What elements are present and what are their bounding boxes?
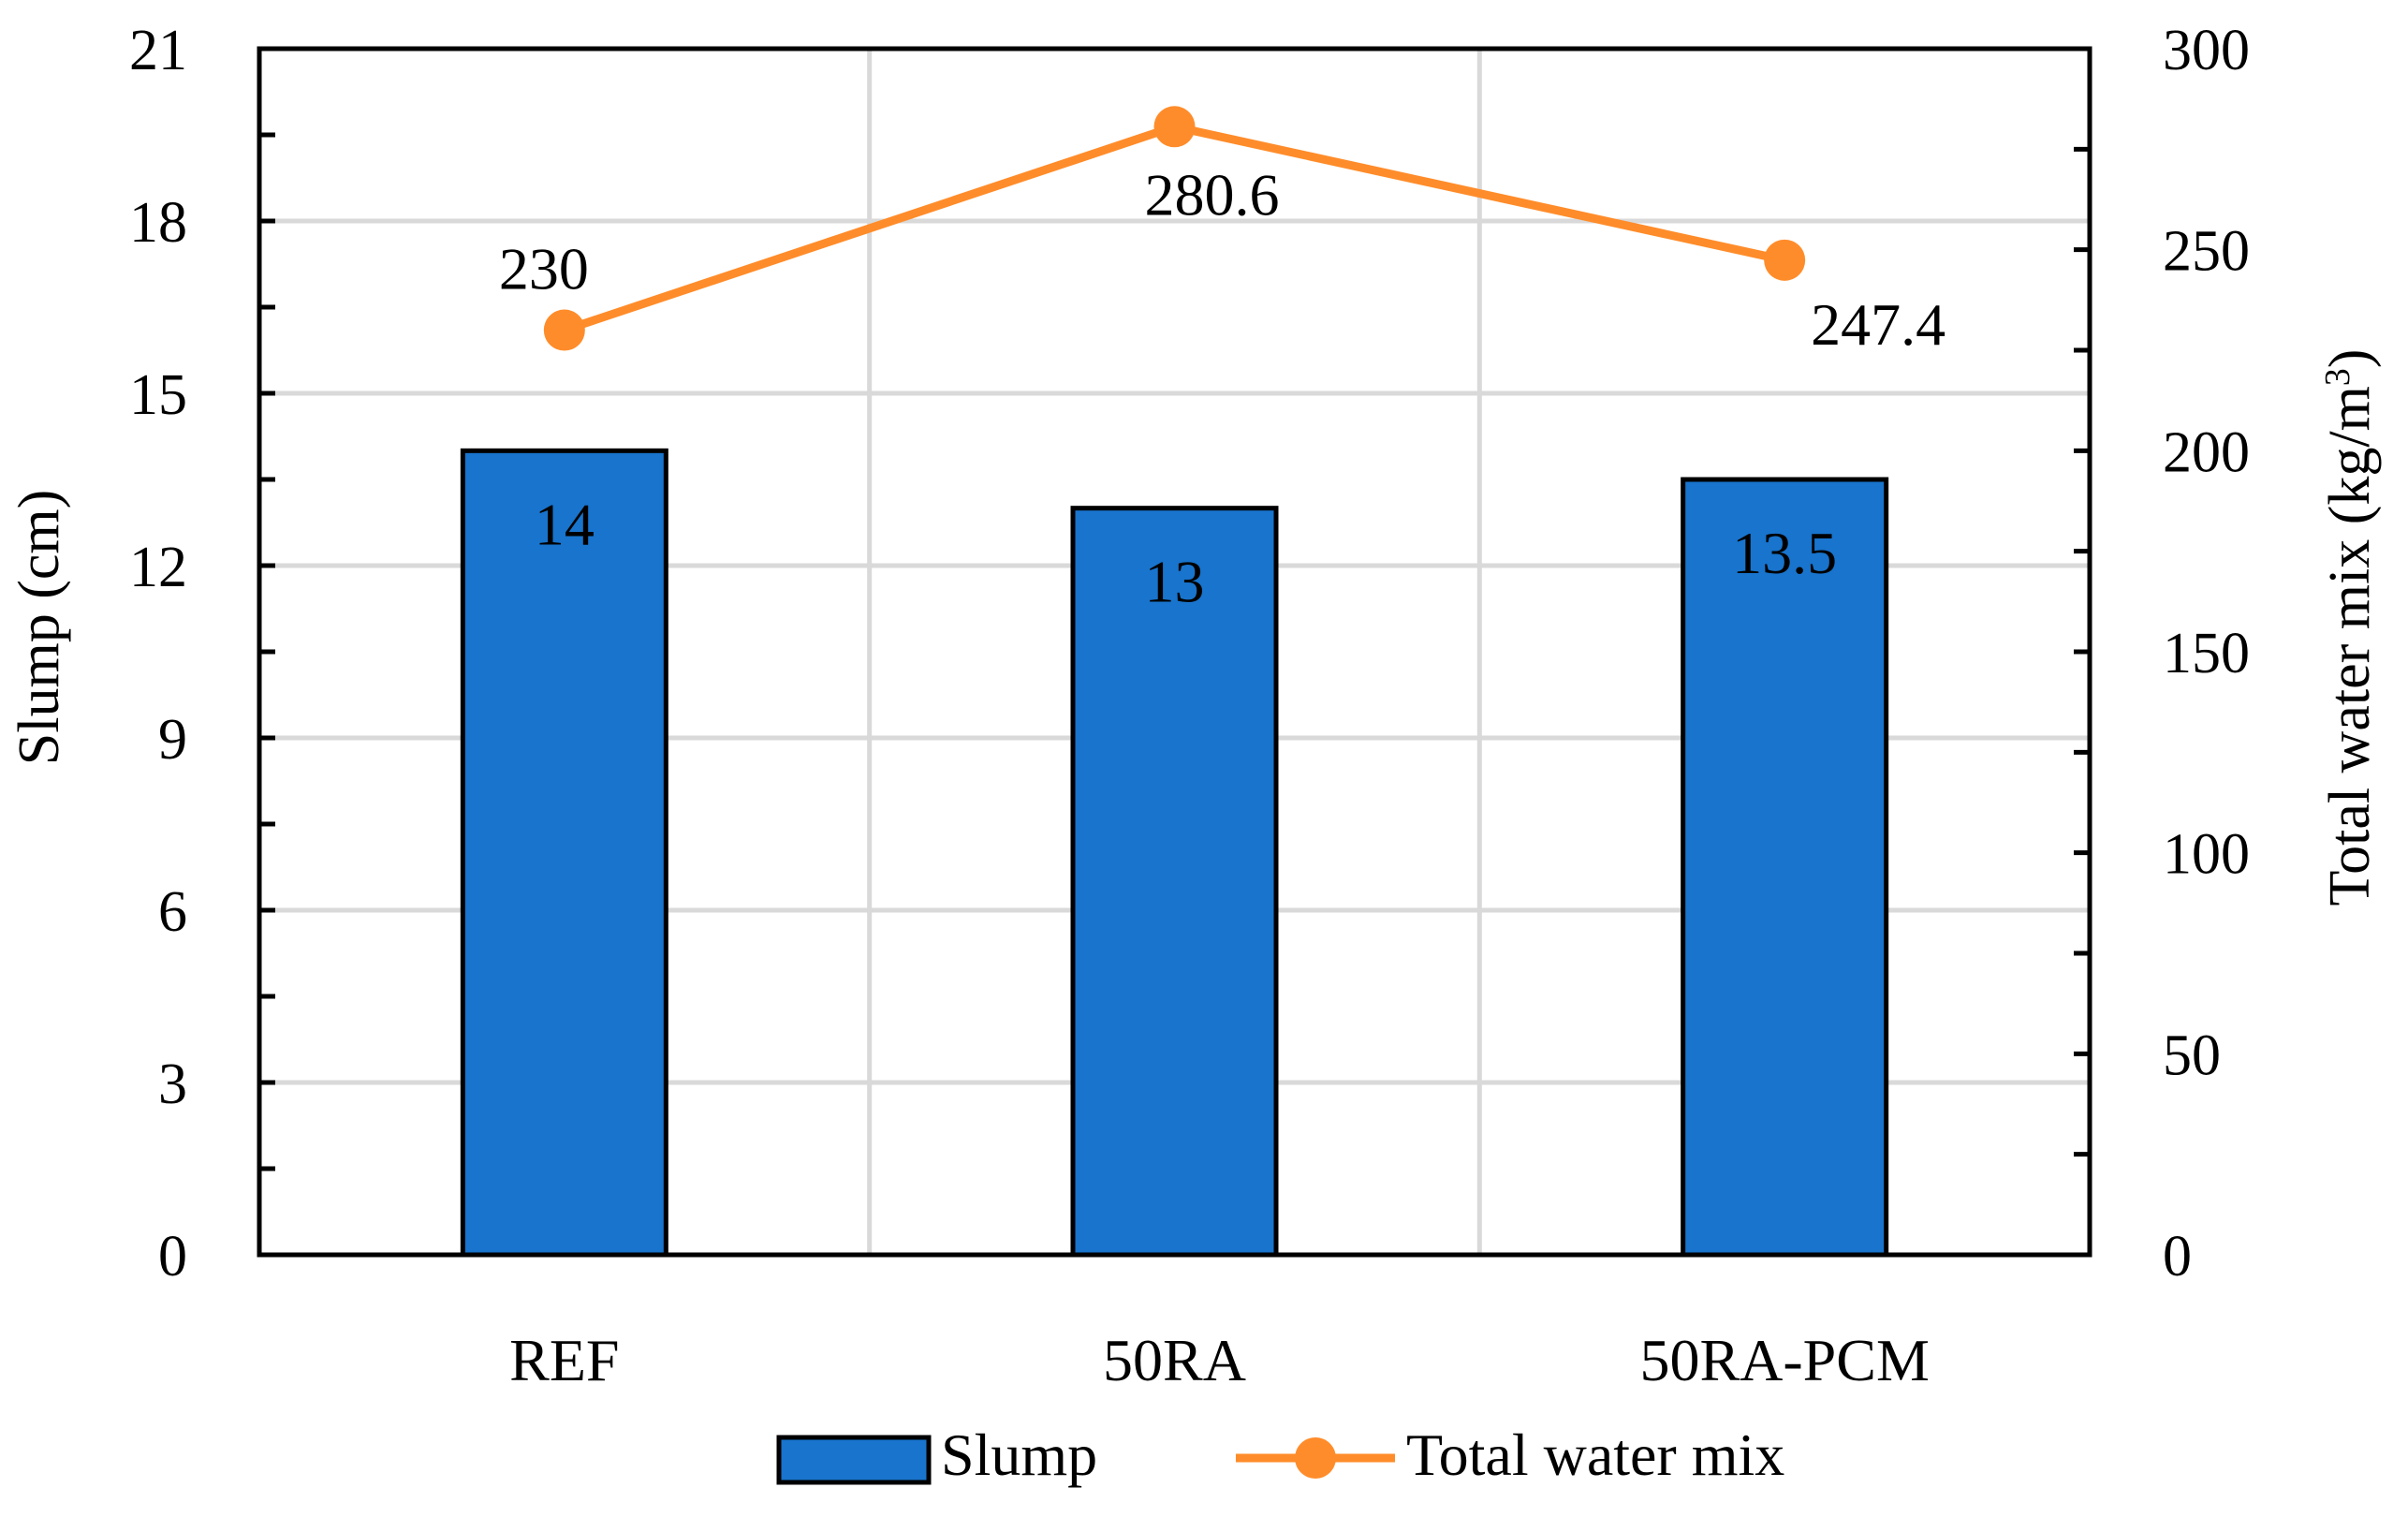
water-label-50RA: 280.6	[1145, 161, 1280, 228]
water-line	[543, 106, 1806, 351]
legend-bar-swatch	[776, 1435, 932, 1485]
water-point-50RA-PCM	[1764, 239, 1806, 281]
bar-label-50RA-PCM: 13.5	[1732, 520, 1837, 586]
legend-line-marker	[1295, 1437, 1336, 1479]
legend-line-label: Total water mix	[1406, 1421, 1784, 1488]
bar-slump-REF	[460, 448, 668, 1258]
bar-data-labels: 14 13 13.5	[535, 491, 1837, 614]
water-point-50RA	[1153, 106, 1196, 148]
left-axis-tick-labels: 0 3 6 9 12 15 18 21	[129, 19, 187, 1289]
left-tick-label: 18	[129, 191, 187, 255]
right-tick-label: 150	[2163, 622, 2250, 685]
right-tick-label: 250	[2163, 220, 2250, 284]
bar-slump-50RA-PCM	[1681, 477, 1889, 1258]
category-label-50RA-PCM: 50RA-PCM	[1639, 1327, 1929, 1393]
right-tick-label: 0	[2163, 1225, 2192, 1289]
right-tick-label: 100	[2163, 823, 2250, 887]
left-tick-label: 0	[158, 1225, 187, 1289]
line-data-labels: 230 280.6 247.4	[499, 161, 1945, 358]
right-axis-tick-labels: 0 50 100 150 200 250 300	[2163, 19, 2250, 1289]
right-tick-label: 50	[2163, 1024, 2221, 1087]
right-tick-label: 200	[2163, 420, 2250, 484]
right-axis-label: Total water mix (kg/m3)	[2318, 349, 2382, 906]
water-line-path	[563, 122, 1786, 334]
right-axis-label-main: Total water mix (kg/m	[2318, 386, 2382, 906]
right-axis-label-close: )	[2318, 349, 2382, 369]
category-label-REF: REF	[509, 1327, 619, 1393]
bar-label-REF: 14	[535, 491, 595, 557]
left-tick-label: 6	[158, 880, 187, 944]
left-tick-label: 9	[158, 708, 187, 772]
legend-bar-label: Slump	[941, 1421, 1097, 1488]
left-tick-label: 3	[158, 1053, 187, 1116]
axis-ticks	[259, 46, 2090, 1258]
category-labels: REF 50RA 50RA-PCM	[509, 1327, 1930, 1393]
category-label-50RA: 50RA	[1103, 1327, 1246, 1393]
legend: Slump Total water mix	[776, 1421, 1784, 1488]
water-point-REF	[543, 309, 585, 351]
bar-label-50RA: 13	[1145, 549, 1205, 615]
left-axis-label: Slump (cm)	[7, 490, 71, 765]
left-tick-label: 21	[129, 19, 187, 82]
water-label-REF: 230	[499, 236, 589, 302]
water-label-50RA-PCM: 247.4	[1811, 291, 1945, 358]
slump-bars	[460, 448, 1889, 1258]
bar-slump-50RA	[1070, 506, 1279, 1258]
right-axis-label-sup: 3	[2318, 368, 2357, 386]
left-tick-label: 12	[129, 536, 187, 599]
left-tick-label: 15	[129, 363, 187, 427]
right-tick-label: 300	[2163, 19, 2250, 82]
